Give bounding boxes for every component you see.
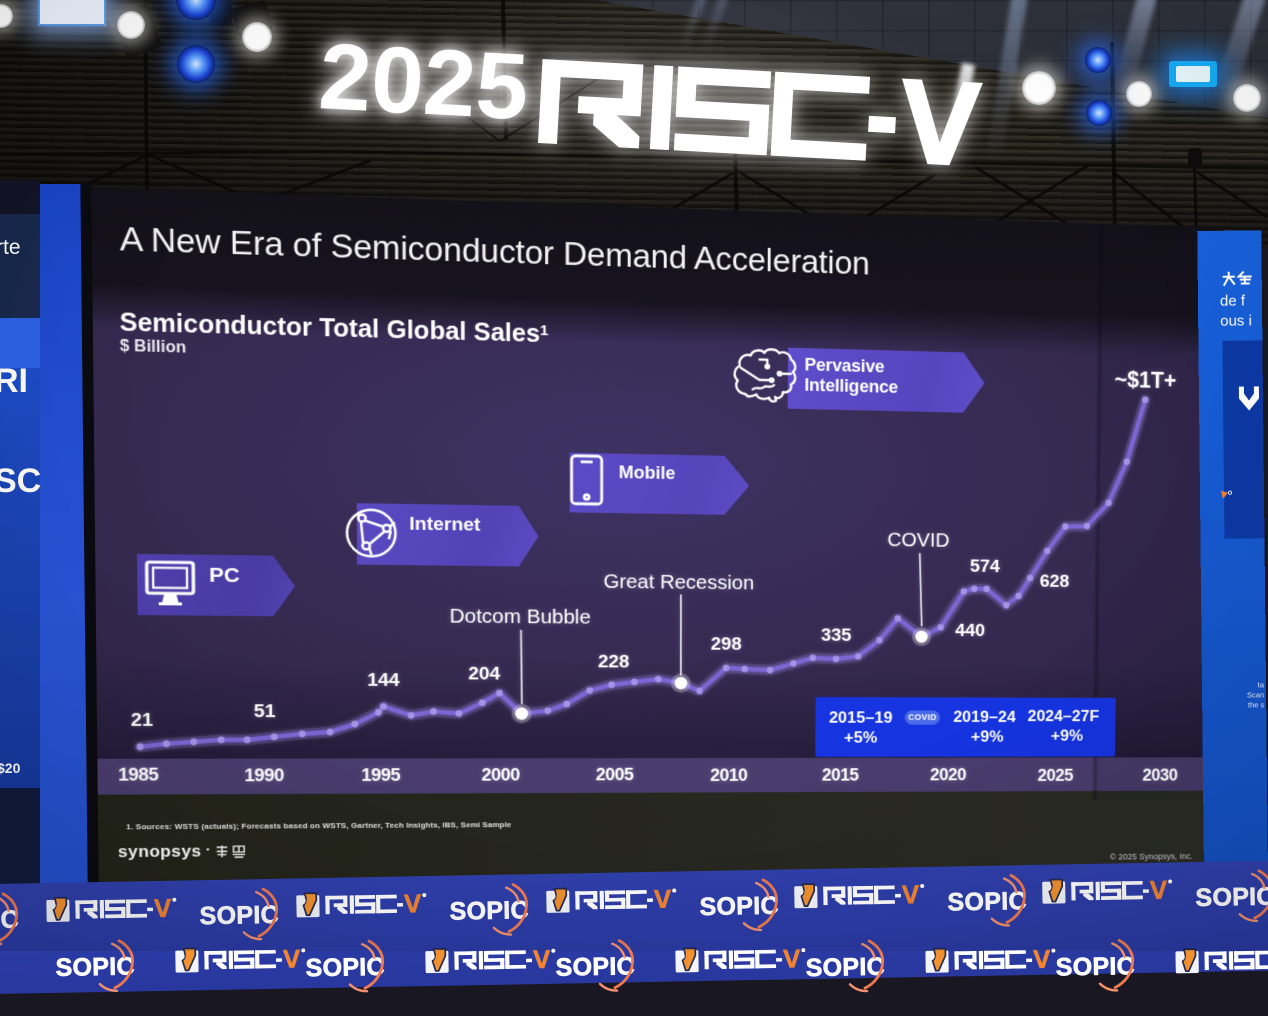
svg-text:2010: 2010	[710, 766, 747, 785]
svg-text:2030: 2030	[1142, 767, 1177, 785]
svg-text:SOPIC: SOPIC	[1195, 883, 1268, 912]
svg-text:574: 574	[970, 556, 1001, 576]
svg-text:Dotcom Bubble: Dotcom Bubble	[449, 604, 590, 628]
svg-text:628: 628	[1040, 572, 1070, 592]
svg-text:2000: 2000	[481, 766, 519, 785]
svg-text:440: 440	[955, 621, 985, 641]
svg-text:Great Recession: Great Recession	[603, 569, 754, 593]
svg-text:2020: 2020	[930, 766, 966, 785]
svg-text:21: 21	[131, 710, 154, 731]
svg-text:1990: 1990	[244, 766, 284, 786]
svg-text:228: 228	[598, 652, 630, 672]
svg-text:COVID: COVID	[887, 528, 949, 551]
svg-text:1985: 1985	[118, 766, 159, 786]
svg-text:1995: 1995	[361, 766, 401, 786]
svg-text:2015: 2015	[822, 766, 860, 785]
svg-text:2025: 2025	[1037, 767, 1074, 786]
svg-text:144: 144	[367, 670, 400, 691]
svg-text:~$1T+: ~$1T+	[1114, 368, 1176, 394]
svg-text:204: 204	[468, 664, 501, 684]
svg-text:51: 51	[254, 701, 276, 722]
svg-text:2005: 2005	[596, 766, 635, 785]
svg-text:335: 335	[821, 625, 852, 645]
svg-text:298: 298	[711, 634, 742, 654]
